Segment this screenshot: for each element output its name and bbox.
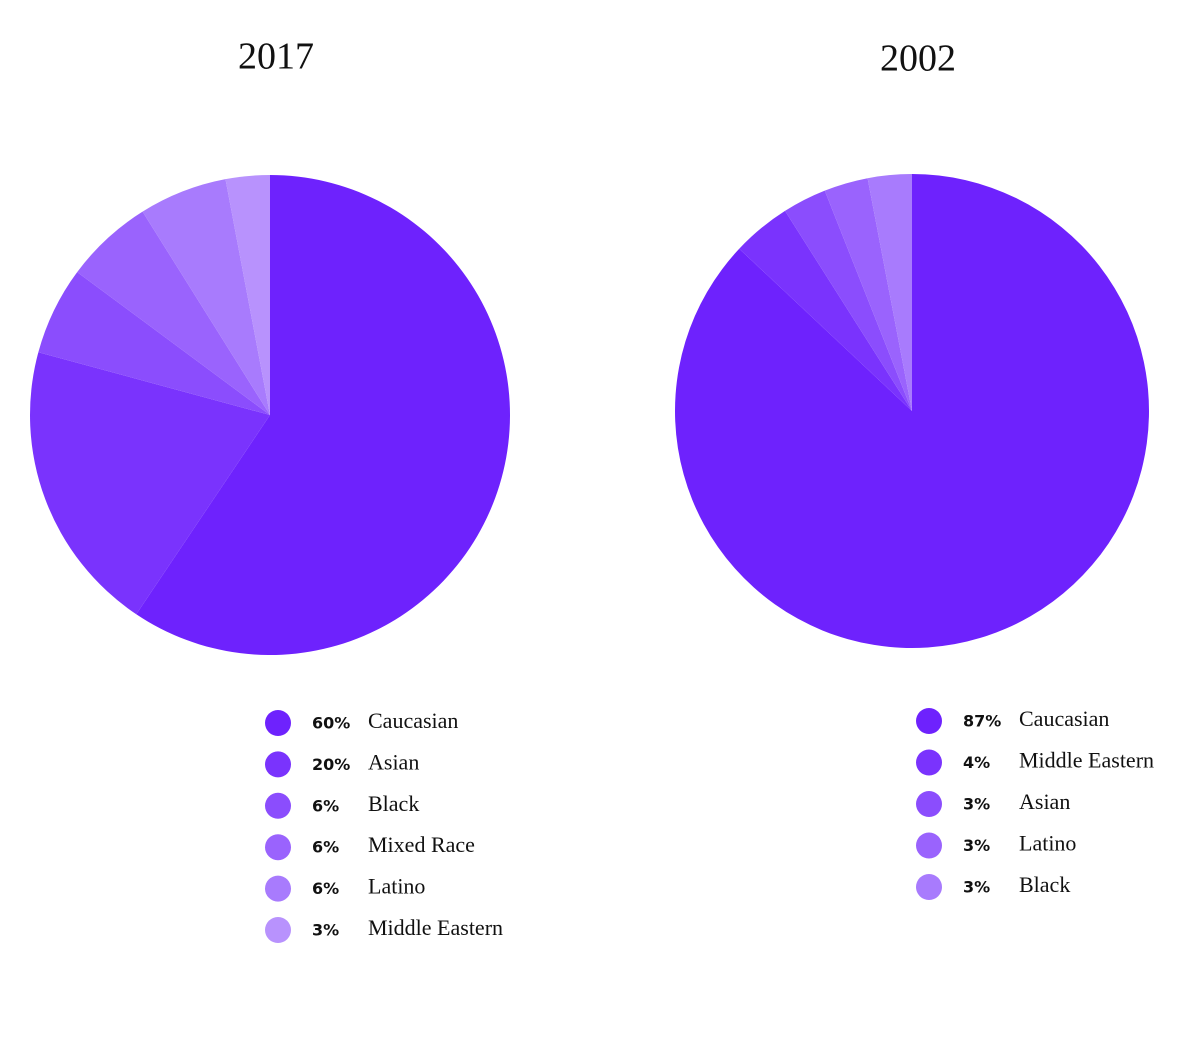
legend-value: 3% bbox=[963, 878, 990, 897]
legend-value: 4% bbox=[963, 753, 990, 772]
pie-slice bbox=[136, 174, 511, 656]
legend-label: Asian bbox=[368, 749, 419, 774]
legend-label: Middle Eastern bbox=[368, 915, 503, 940]
legend-swatch bbox=[916, 708, 942, 734]
pie-slice bbox=[38, 272, 270, 415]
legend-label: Mixed Race bbox=[368, 832, 475, 857]
legend-label: Latino bbox=[1019, 831, 1076, 856]
pie-slice bbox=[29, 352, 270, 615]
pie-slice bbox=[785, 190, 912, 411]
legend-label: Asian bbox=[1019, 789, 1070, 814]
legend-swatch bbox=[265, 792, 291, 819]
legend-label: Caucasian bbox=[368, 708, 458, 733]
legend-value: 6% bbox=[312, 879, 339, 898]
chart-title: 2002 bbox=[880, 38, 956, 80]
legend-value: 6% bbox=[312, 838, 339, 857]
legend-swatch bbox=[265, 710, 291, 736]
legend-label: Black bbox=[1019, 872, 1070, 897]
pie-slice bbox=[142, 179, 270, 415]
legend-label: Latino bbox=[368, 874, 425, 899]
legend-swatch bbox=[916, 749, 942, 776]
legend-swatch bbox=[916, 874, 942, 900]
legend-value: 87% bbox=[963, 712, 1001, 731]
legend-swatch bbox=[265, 834, 291, 861]
legend-swatch bbox=[265, 751, 291, 778]
legend-value: 3% bbox=[963, 795, 990, 814]
legend-value: 60% bbox=[312, 714, 350, 733]
pie-slice bbox=[77, 211, 270, 415]
legend-value: 3% bbox=[312, 921, 339, 940]
pie-slice bbox=[867, 174, 912, 411]
legend-swatch bbox=[265, 875, 291, 902]
legend-value: 20% bbox=[312, 755, 350, 774]
legend-label: Black bbox=[368, 791, 419, 816]
legend-swatch bbox=[916, 832, 942, 859]
legend-label: Middle Eastern bbox=[1019, 748, 1154, 773]
legend-label: Caucasian bbox=[1019, 706, 1109, 731]
legend-swatch bbox=[916, 791, 942, 817]
legend-value: 6% bbox=[312, 796, 339, 815]
legend-value: 3% bbox=[963, 836, 990, 855]
pie-slice bbox=[225, 175, 270, 415]
pie-slice bbox=[739, 210, 912, 411]
legend-swatch bbox=[265, 917, 291, 943]
pie-slice bbox=[824, 178, 912, 411]
chart-title: 2017 bbox=[238, 36, 314, 78]
